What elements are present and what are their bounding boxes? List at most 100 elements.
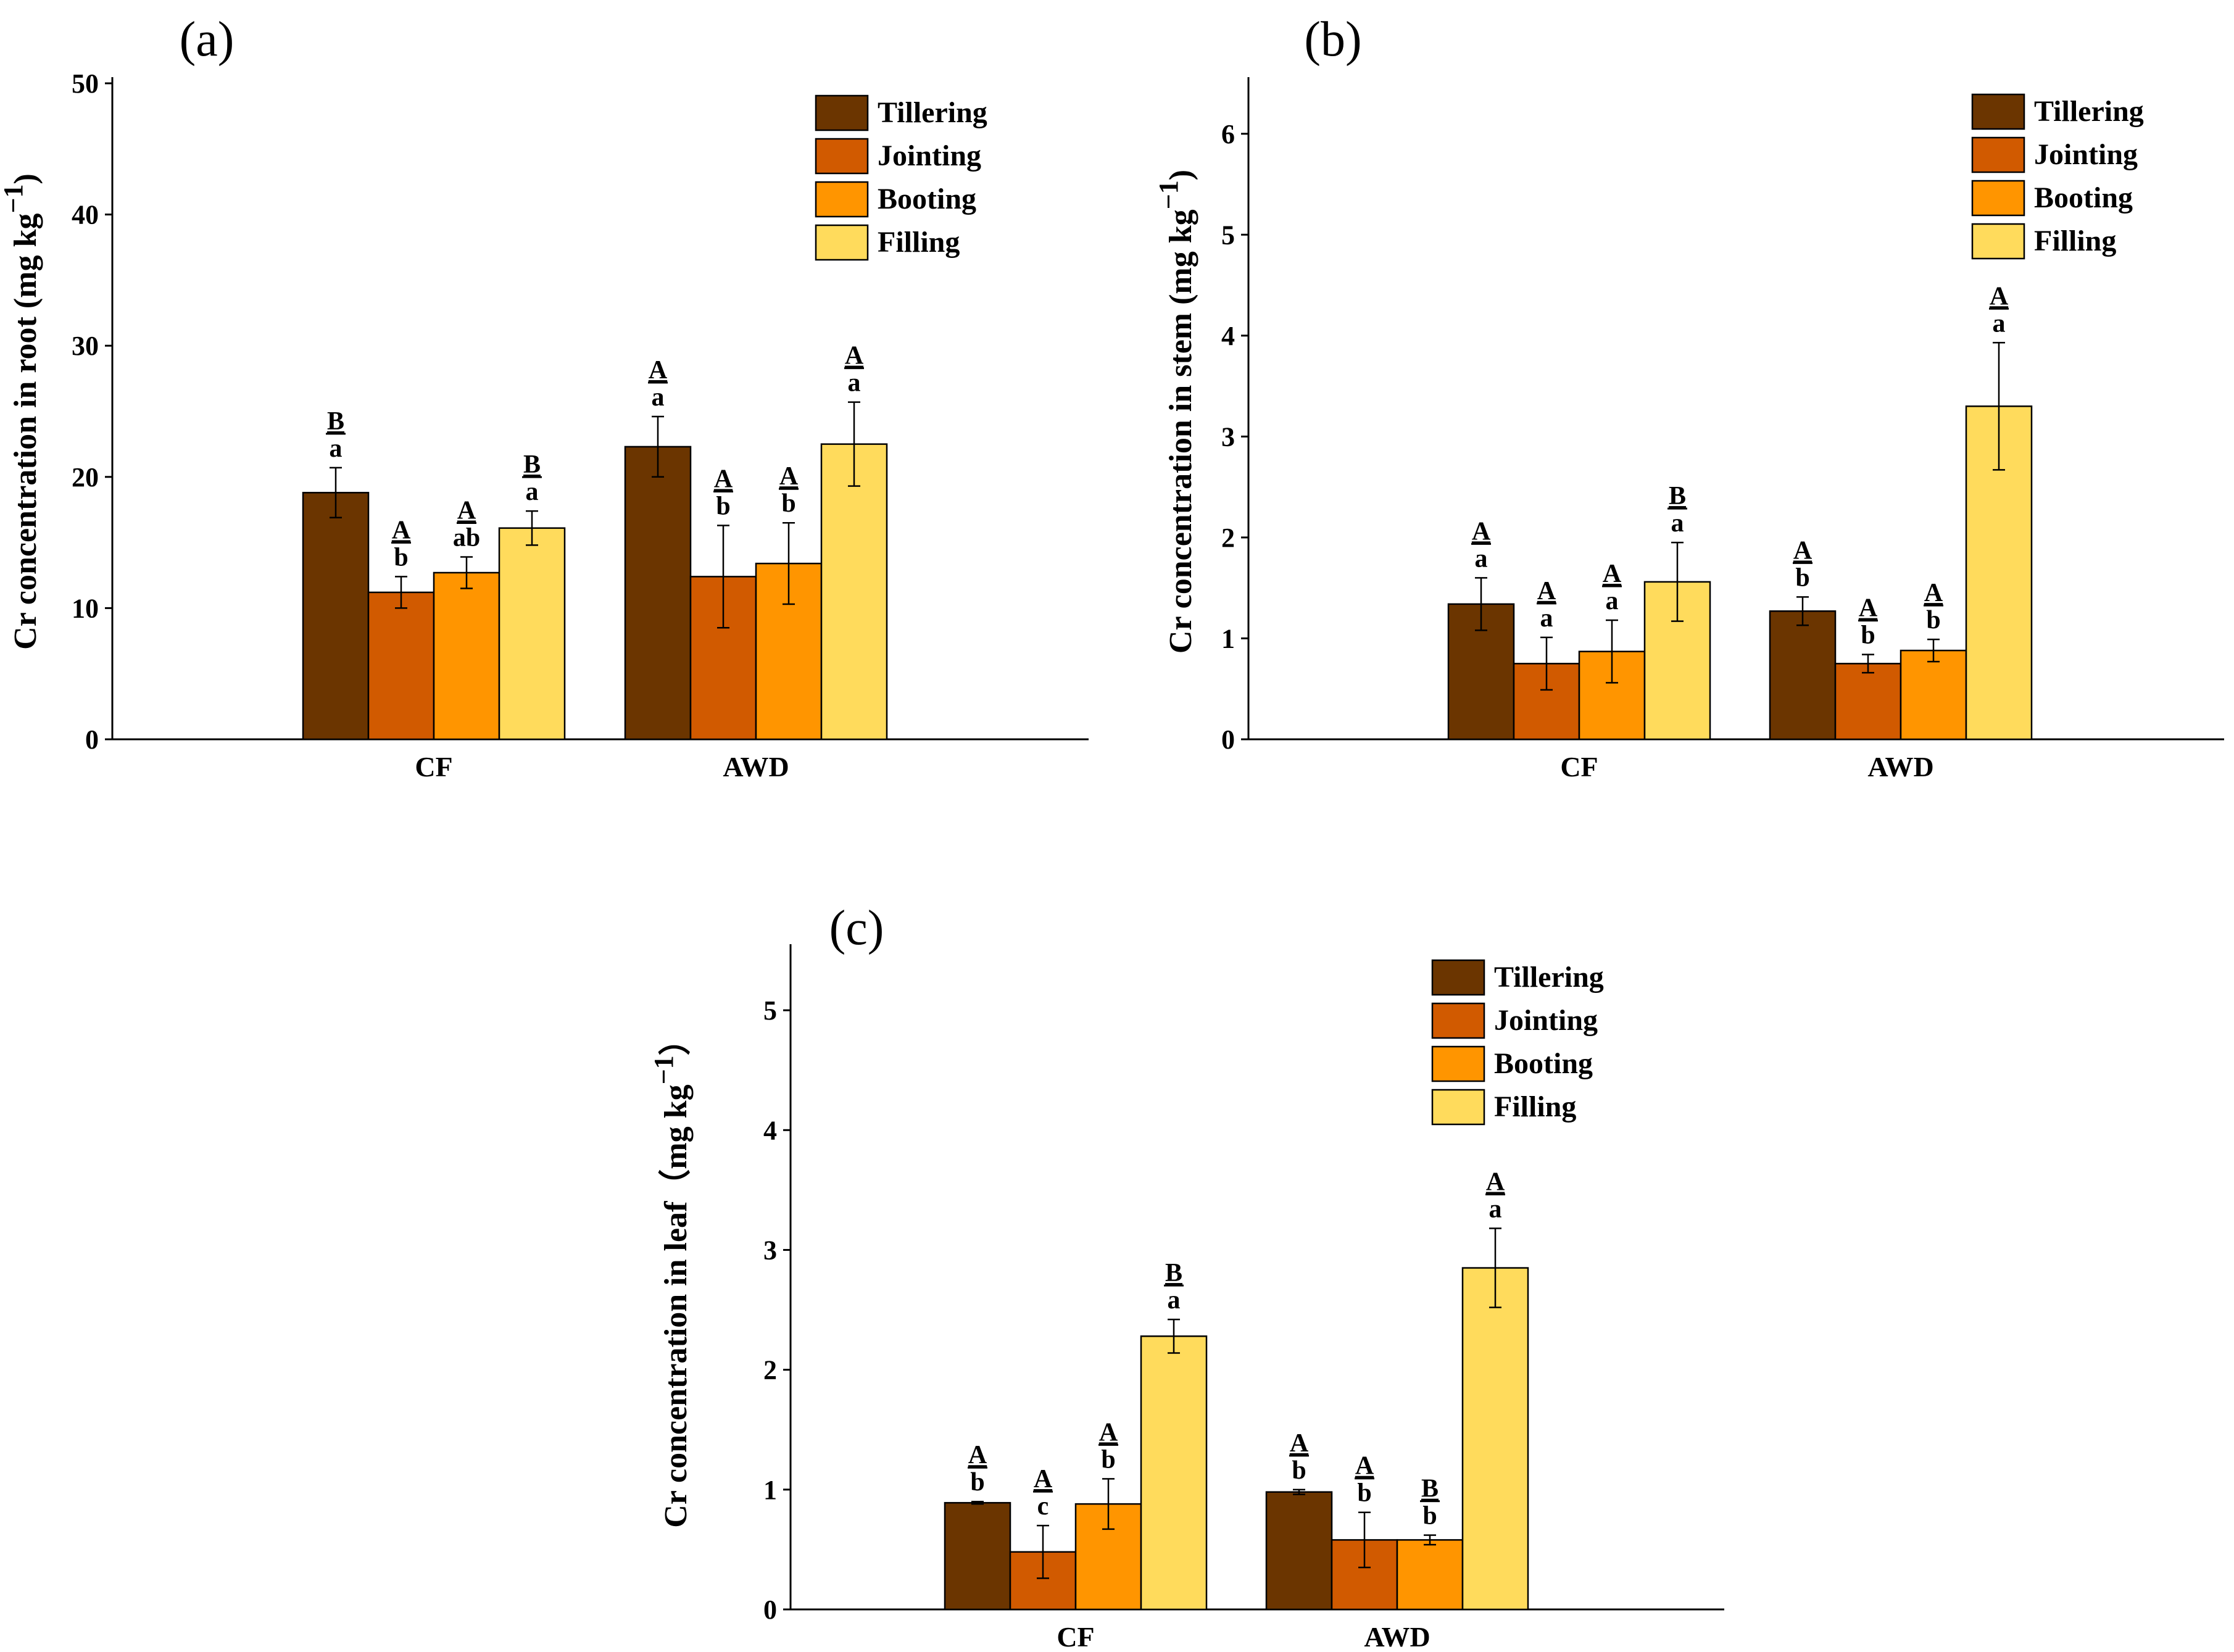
sig-letter-lower: b xyxy=(1861,621,1875,650)
legend-label: Booting xyxy=(2034,181,2133,214)
sig-letter-upper: A xyxy=(1472,517,1491,546)
sig-letter-upper: A xyxy=(714,465,733,493)
bar-tillering xyxy=(302,492,370,741)
y-axis-label-main: Cr concentration in root (mg kg xyxy=(8,214,43,650)
sig-letter-upper: A xyxy=(1603,560,1622,588)
legend-swatch-tillering xyxy=(815,94,869,131)
panel-tag: (c) xyxy=(829,901,884,955)
y-tick-label: 30 xyxy=(72,331,99,361)
sig-letter-lower: b xyxy=(716,492,730,520)
y-axis-label-main: Cr concentration in stem (mg kg xyxy=(1163,209,1198,654)
legend-label: Booting xyxy=(1494,1047,1593,1080)
sig-letter-upper: A xyxy=(1290,1429,1309,1458)
category-label: AWD xyxy=(1867,751,1933,782)
sig-letter-upper: A xyxy=(1355,1452,1374,1480)
category-label: AWD xyxy=(1364,1621,1430,1652)
legend-swatch-booting xyxy=(815,181,869,218)
sig-letter-upper: B xyxy=(327,407,344,436)
legend-swatch-filling xyxy=(1431,1089,1485,1126)
sig-letter-lower: b xyxy=(1292,1456,1306,1485)
legend-label: Booting xyxy=(878,183,976,215)
y-tick-label: 3 xyxy=(763,1235,777,1265)
sig-letter-lower: b xyxy=(781,489,795,518)
sig-letter-lower: b xyxy=(1357,1479,1371,1508)
sig-letter-upper: A xyxy=(1990,282,2009,310)
sig-letter-lower: a xyxy=(1993,309,2006,338)
legend-swatch-tillering xyxy=(1431,959,1485,996)
y-tick-label: 40 xyxy=(72,200,99,230)
y-tick-label: 50 xyxy=(72,68,99,99)
legend-label: Tillering xyxy=(1494,961,1604,994)
sig-letter-lower: b xyxy=(970,1468,984,1496)
bar-filling xyxy=(1140,1335,1208,1611)
y-tick-label: 20 xyxy=(72,462,99,492)
sig-letter-upper: A xyxy=(1859,594,1878,623)
panel-tag: (b) xyxy=(1304,12,1361,67)
sig-letter-lower: a xyxy=(1489,1195,1502,1224)
y-tick-label: 0 xyxy=(85,724,99,755)
legend-swatch-tillering xyxy=(1971,93,2025,130)
sig-letter-upper: A xyxy=(1034,1465,1053,1493)
sig-letter-lower: a xyxy=(848,369,861,397)
y-tick-label: 0 xyxy=(763,1595,777,1625)
sig-letter-lower: b xyxy=(1422,1502,1437,1530)
panel-c: (c) 0 1 2 3 4 5 Cr concentration in leaf（mg kg−… xyxy=(649,901,1724,1652)
sig-letter-lower: a xyxy=(526,478,539,506)
legend-label: Filling xyxy=(2034,225,2116,257)
bar-filling xyxy=(820,443,888,741)
sig-letter-upper: A xyxy=(392,516,411,544)
bar-booting xyxy=(1396,1539,1464,1611)
sig-letter-lower: a xyxy=(1540,604,1553,633)
sig-letter-upper: A xyxy=(457,496,476,525)
bar-filling xyxy=(498,527,566,741)
bar-filling xyxy=(1461,1267,1529,1611)
sig-letter-upper: A xyxy=(1537,577,1556,605)
y-tick-label: 0 xyxy=(1221,724,1235,755)
y-axis-label-superscript: −1 xyxy=(1153,180,1184,209)
legend-label: Jointing xyxy=(2034,138,2138,171)
legend-label: Tillering xyxy=(2034,95,2144,128)
y-tick-label: 10 xyxy=(72,593,99,623)
y-tick-label: 1 xyxy=(1221,623,1235,654)
sig-letter-lower: c xyxy=(1037,1492,1049,1521)
y-axis-label-close: ） xyxy=(658,1023,694,1055)
sig-letter-upper: A xyxy=(968,1441,987,1469)
y-axis-label: Cr concentration in stem (mg kg−1) xyxy=(1153,170,1198,654)
y-axis-label: Cr concentration in leaf（mg kg−1） xyxy=(649,1023,694,1527)
y-tick-label: 5 xyxy=(763,995,777,1026)
sig-letter-upper: A xyxy=(1793,536,1813,565)
sig-letter-lower: a xyxy=(1606,587,1619,615)
legend-swatch-jointing xyxy=(1971,136,2025,173)
legend-label: Filling xyxy=(878,226,960,259)
legend-swatch-jointing xyxy=(1431,1002,1485,1039)
sig-letter-lower: b xyxy=(394,543,408,571)
sig-letter-lower: a xyxy=(1671,509,1684,538)
sig-letter-upper: B xyxy=(1421,1475,1439,1503)
sig-letter-upper: A xyxy=(1486,1168,1505,1197)
sig-letter-upper: A xyxy=(845,342,864,370)
sig-letter-upper: A xyxy=(649,356,668,384)
y-tick-label: 6 xyxy=(1221,119,1235,149)
sig-letter-lower: b xyxy=(1926,606,1940,634)
legend-swatch-filling xyxy=(815,224,869,261)
legend-label: Jointing xyxy=(1494,1004,1598,1037)
panel-a: (a) 0 10 20 30 40 50 Cr concentration in root (… xyxy=(0,12,1089,782)
category-label: CF xyxy=(1057,1621,1094,1652)
sig-letter-lower: b xyxy=(1101,1445,1115,1474)
bar-booting xyxy=(1900,649,1967,741)
legend-swatch-booting xyxy=(1431,1045,1485,1082)
y-axis-label-superscript: −1 xyxy=(649,1055,679,1084)
bar-tillering xyxy=(1265,1491,1333,1611)
y-axis-label-main: Cr concentration in leaf（mg kg xyxy=(658,1084,694,1527)
y-axis-label: Cr concentration in root (mg kg−1) xyxy=(0,173,43,650)
y-tick-label: 2 xyxy=(1221,523,1235,553)
sig-letter-lower: a xyxy=(330,434,343,463)
y-axis-label-superscript: −1 xyxy=(0,185,28,214)
legend-label: Filling xyxy=(1494,1090,1576,1123)
y-axis-label-close: ) xyxy=(8,173,43,184)
bar-jointing xyxy=(367,591,435,741)
panel-tag: (a) xyxy=(180,12,235,67)
legend-label: Tillering xyxy=(878,96,987,129)
sig-letter-upper: A xyxy=(1099,1418,1118,1447)
